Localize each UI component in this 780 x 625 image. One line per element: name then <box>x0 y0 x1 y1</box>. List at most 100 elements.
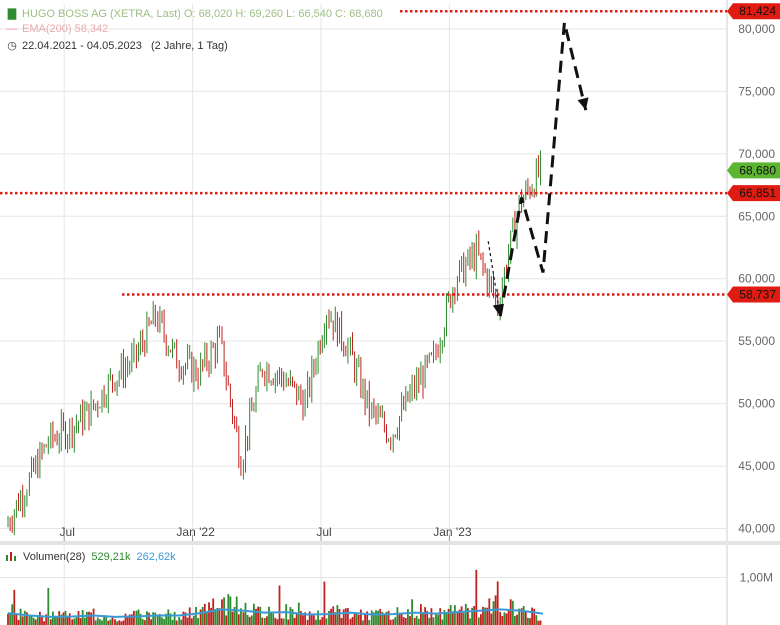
volume-bar <box>101 620 103 625</box>
volume-bar <box>184 612 187 625</box>
volume-bar <box>88 611 90 625</box>
volume-bar <box>233 606 236 625</box>
volume-bar <box>39 611 41 625</box>
volume-bar <box>120 621 123 625</box>
volume-bar <box>430 608 433 625</box>
volume-bar <box>79 618 82 625</box>
volume-bar <box>143 620 146 625</box>
volume-bar <box>240 608 242 625</box>
volume-bar <box>221 599 223 625</box>
volume-bar <box>377 610 379 625</box>
volume-bar <box>225 615 228 625</box>
volume-bar <box>223 597 225 625</box>
projection-arrowhead <box>577 97 589 111</box>
volume-bar <box>332 606 335 625</box>
volume-bar <box>71 619 74 625</box>
legend-ema-text: EMA(200) 58,342 <box>22 23 109 35</box>
volume-bar <box>488 598 491 625</box>
volume-bar <box>357 614 360 625</box>
volume-bar <box>360 609 362 625</box>
volume-bar <box>77 611 80 625</box>
volume-bar <box>178 617 181 625</box>
volume-bar <box>514 616 516 625</box>
volume-bar <box>402 617 405 625</box>
volume-bar <box>404 618 407 625</box>
legend-instrument-text: HUGO BOSS AG (XETRA, Last) O: 68,020 H: … <box>22 8 383 20</box>
volume-bar <box>451 611 454 625</box>
volume-bar <box>291 609 294 625</box>
volume-bar <box>141 619 144 625</box>
volume-bar <box>188 607 191 625</box>
volume-bar <box>315 619 317 625</box>
volume-bar <box>467 608 469 625</box>
volume-bar <box>128 614 131 625</box>
volume-bar <box>370 610 373 625</box>
volume-bar <box>295 613 298 625</box>
volume-bar <box>54 615 56 625</box>
price-series <box>7 150 541 536</box>
volume-bar <box>415 615 418 625</box>
volume-bar <box>516 614 518 625</box>
volume-bar <box>28 615 31 625</box>
volume-bar <box>503 612 506 625</box>
volume-bar <box>43 621 45 625</box>
volume-bar <box>214 609 217 625</box>
level-badge <box>727 286 780 303</box>
volume-bar <box>338 608 341 625</box>
volume-bar <box>47 587 50 625</box>
volume-bar <box>445 613 448 625</box>
volume-bar <box>11 604 14 625</box>
volume-bar <box>17 620 20 625</box>
volume-bar <box>449 605 452 625</box>
volume-bar <box>154 612 157 625</box>
volume-bar <box>432 617 435 625</box>
volume-bar <box>424 607 426 625</box>
volume-bar <box>268 606 270 625</box>
volume-bar <box>195 606 197 625</box>
volume-bar <box>60 614 63 625</box>
volume-bar <box>310 614 313 625</box>
volume-bar <box>518 608 520 625</box>
volume-bar <box>163 619 165 625</box>
volume-bar <box>159 614 161 625</box>
volume-bar <box>126 616 129 625</box>
level-label: 58,737 <box>739 288 776 302</box>
volume-bar <box>180 619 183 625</box>
volume-bar <box>454 605 456 625</box>
volume-bar <box>394 617 397 625</box>
volume-bar <box>304 612 306 625</box>
volume-bar <box>210 607 212 625</box>
volume-bar <box>306 619 309 625</box>
volume-bar <box>231 611 234 625</box>
y-tick-label: 55,000 <box>738 334 775 348</box>
projection-path <box>487 22 589 317</box>
volume-bar <box>167 609 170 625</box>
legend-range-note: (2 Jahre, 1 Tag) <box>150 40 228 52</box>
projection-arrowhead <box>492 303 504 317</box>
volume-bar <box>282 618 285 625</box>
volume-bar <box>103 617 105 625</box>
legend-range: ◷ 22.04.2021 - 04.05.2023 (2 Jahre, 1 Tag… <box>6 39 228 52</box>
volume-bar <box>156 615 159 625</box>
volume-bar <box>9 613 11 625</box>
volume-label: Volumen(28) <box>23 551 86 563</box>
volume-bar <box>32 617 35 625</box>
volume-bar <box>417 618 420 625</box>
volume-bar <box>242 612 245 625</box>
volume-bar <box>321 617 324 625</box>
volume-average-line <box>7 608 544 618</box>
volume-bar <box>484 607 486 625</box>
panel-separator <box>0 541 780 545</box>
volume-bar <box>52 611 54 625</box>
volume-bar <box>340 618 343 625</box>
volume-bar <box>64 610 67 625</box>
volume-bar <box>266 616 268 625</box>
level-badge <box>727 185 780 202</box>
last-price-badge <box>727 162 780 179</box>
volume-bar <box>23 610 26 625</box>
x-tick-label: Jul <box>60 525 75 539</box>
volume-bar <box>511 600 514 625</box>
volume-bar <box>496 581 499 625</box>
projection-thin-segment <box>487 241 501 317</box>
